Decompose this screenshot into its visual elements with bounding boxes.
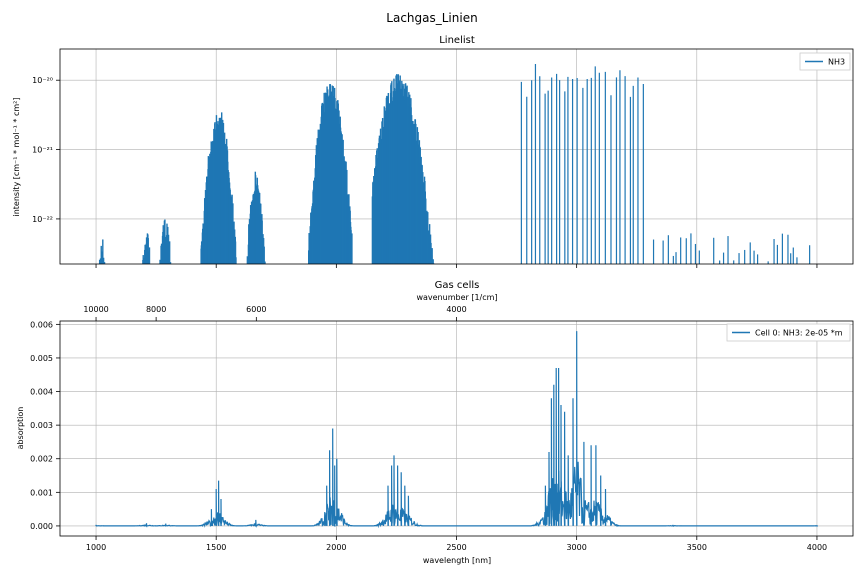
gascells-y-label: absorption: [16, 407, 25, 450]
gascells-top-ticks: 10000 8000 6000 4000: [83, 305, 467, 321]
gascells-y-tick-label: 0.000: [30, 522, 53, 531]
gascells-x-tick-label: 2000: [326, 543, 346, 552]
gascells-y-ticks: 0.000 0.001 0.002 0.003 0.004 0.005 0.006: [30, 320, 60, 531]
gascells-top-tick-label: 8000: [146, 305, 166, 314]
linelist-band: [308, 84, 353, 264]
linelist-legend: NH3: [799, 52, 851, 71]
gascells-panel: Gas cells wavenumber [1/cm] 1000 1500 2000…: [16, 280, 854, 565]
gascells-y-tick-label: 0.006: [30, 320, 53, 329]
gascells-y-tick-label: 0.001: [30, 488, 53, 497]
gascells-x-tick-label: 1500: [206, 543, 226, 552]
gascells-x-tick-label: 3500: [687, 543, 707, 552]
linelist-x-ticks: [95, 264, 818, 268]
gascells-y-tick-label: 0.003: [30, 421, 53, 430]
gascells-legend-label: Cell 0: NH3: 2e-05 *m: [755, 329, 843, 338]
gascells-top-tick-label: 10000: [83, 305, 108, 314]
linelist-y-tick-label: 10⁻²⁰: [32, 76, 53, 85]
linelist-panel: Linelist 10⁻²² 10⁻²¹ 10⁻²⁰ intensity [cm⁻¹…: [12, 35, 854, 268]
linelist-title: Linelist: [439, 35, 475, 46]
figure-title: Lachgas_Linien: [386, 11, 477, 25]
linelist-lines: [98, 63, 811, 264]
gascells-top-axis-label: wavenumber [1/cm]: [416, 293, 497, 302]
gascells-x-tick-label: 4000: [807, 543, 827, 552]
linelist-band: [371, 74, 435, 264]
linelist-band: [200, 112, 237, 264]
gascells-x-tick-label: 1000: [86, 543, 106, 552]
gascells-x-ticks: 1000 1500 2000 2500 3000 3500 4000: [86, 536, 827, 552]
linelist-band: [98, 239, 106, 264]
linelist-band: [652, 233, 811, 264]
gascells-y-tick-label: 0.005: [30, 354, 53, 363]
gascells-x-tick-label: 3000: [566, 543, 586, 552]
linelist-y-tick-label: 10⁻²¹: [32, 146, 53, 155]
linelist-band: [159, 219, 172, 264]
gascells-x-tick-label: 2500: [446, 543, 466, 552]
gascells-y-tick-label: 0.004: [30, 388, 53, 397]
linelist-band: [246, 171, 266, 264]
linelist-band: [520, 63, 644, 264]
linelist-y-label: intensity [cm⁻¹ * mol⁻¹ * cm²]: [12, 98, 21, 217]
linelist-y-ticks: 10⁻²² 10⁻²¹ 10⁻²⁰: [32, 76, 60, 224]
gascells-top-tick-label: 4000: [446, 305, 466, 314]
linelist-legend-label: NH3: [828, 58, 845, 67]
linelist-y-tick-label: 10⁻²²: [32, 215, 53, 224]
gascells-legend: Cell 0: NH3: 2e-05 *m: [726, 323, 851, 342]
gascells-grid: [60, 321, 853, 536]
absorption-line: [95, 331, 819, 529]
gascells-y-tick-label: 0.002: [30, 455, 53, 464]
gascells-title: Gas cells: [435, 280, 480, 291]
gascells-top-tick-label: 6000: [246, 305, 266, 314]
gascells-x-label: wavelength [nm]: [423, 556, 491, 565]
